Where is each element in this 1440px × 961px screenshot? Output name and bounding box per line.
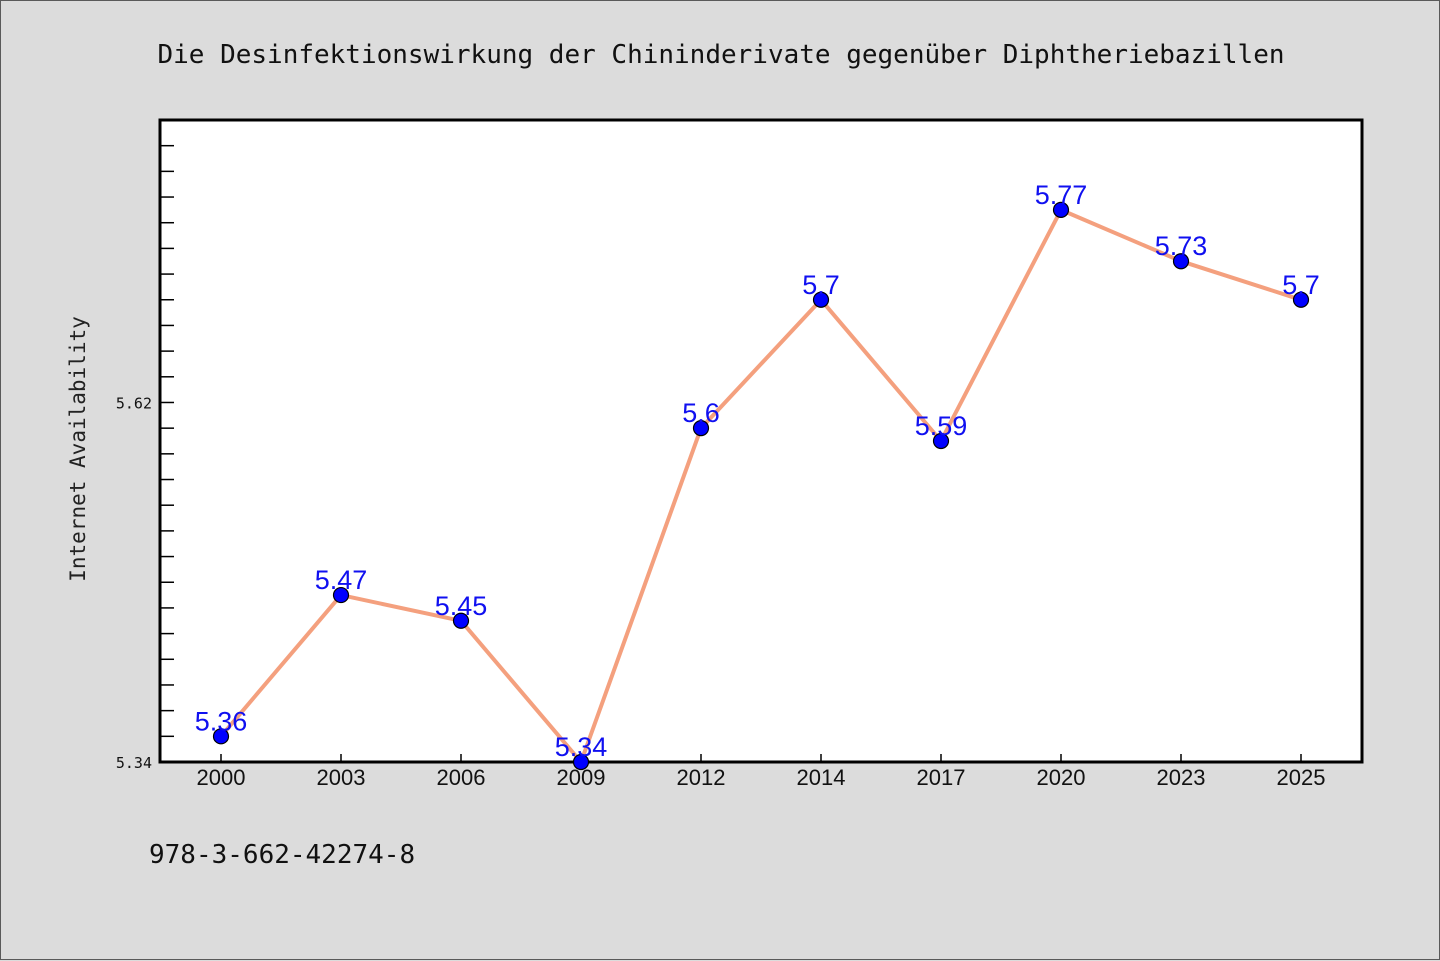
data-point bbox=[1052, 201, 1070, 218]
x-tick-label: 2025 bbox=[1277, 765, 1326, 790]
data-label: 5.36 bbox=[195, 706, 248, 736]
data-point bbox=[572, 753, 590, 771]
data-point bbox=[452, 612, 470, 629]
data-point bbox=[332, 586, 350, 604]
chart-title: Die Desinfektionswirkung der Chininderiv… bbox=[157, 40, 1284, 70]
data-point bbox=[1172, 253, 1190, 270]
data-label: 5.77 bbox=[1035, 180, 1088, 210]
data-point bbox=[812, 291, 830, 308]
y-minor-ticks bbox=[160, 144, 174, 763]
data-point bbox=[1292, 291, 1310, 308]
series-labels: 5.36 5.47 5.45 5.34 5.6 5.7 5.59 5.77 5.73 5.7 bbox=[195, 180, 1320, 762]
data-point bbox=[212, 728, 230, 745]
x-tick-label: 2017 bbox=[917, 765, 966, 790]
data-label: 5.59 bbox=[915, 411, 968, 441]
data-label: 5.34 bbox=[555, 732, 608, 762]
x-tick-label: 2006 bbox=[437, 765, 486, 790]
data-point bbox=[692, 420, 710, 437]
series-line bbox=[219, 207, 1302, 764]
plot-area bbox=[158, 118, 1364, 764]
x-tick-label: 2014 bbox=[797, 765, 846, 790]
x-tick-label: 2012 bbox=[677, 765, 726, 790]
data-label: 5.47 bbox=[315, 565, 368, 595]
y-tick-labels: 5.34 5.62 bbox=[116, 394, 152, 772]
x-tick-label: 2000 bbox=[197, 765, 246, 790]
data-label: 5.6 bbox=[682, 398, 720, 428]
y-tick-label: 5.62 bbox=[116, 394, 152, 412]
y-axis-label: Internet Availability bbox=[66, 316, 90, 582]
y-tick-label: 5.34 bbox=[116, 754, 152, 772]
data-label: 5.7 bbox=[802, 270, 840, 300]
data-label: 5.7 bbox=[1282, 270, 1320, 300]
footnote-isbn: 978-3-662-42274-8 bbox=[149, 840, 415, 870]
data-label: 5.73 bbox=[1155, 231, 1208, 261]
x-tick-label: 2003 bbox=[317, 765, 366, 790]
x-tick-labels: 2000 2003 2006 2009 2012 2014 2017 2020 2023 2025 bbox=[197, 765, 1326, 790]
data-label: 5.45 bbox=[435, 591, 488, 621]
data-point bbox=[932, 432, 950, 450]
x-tick-label: 2023 bbox=[1157, 765, 1206, 790]
series-markers bbox=[212, 201, 1310, 771]
x-tick-label: 2020 bbox=[1037, 765, 1086, 790]
